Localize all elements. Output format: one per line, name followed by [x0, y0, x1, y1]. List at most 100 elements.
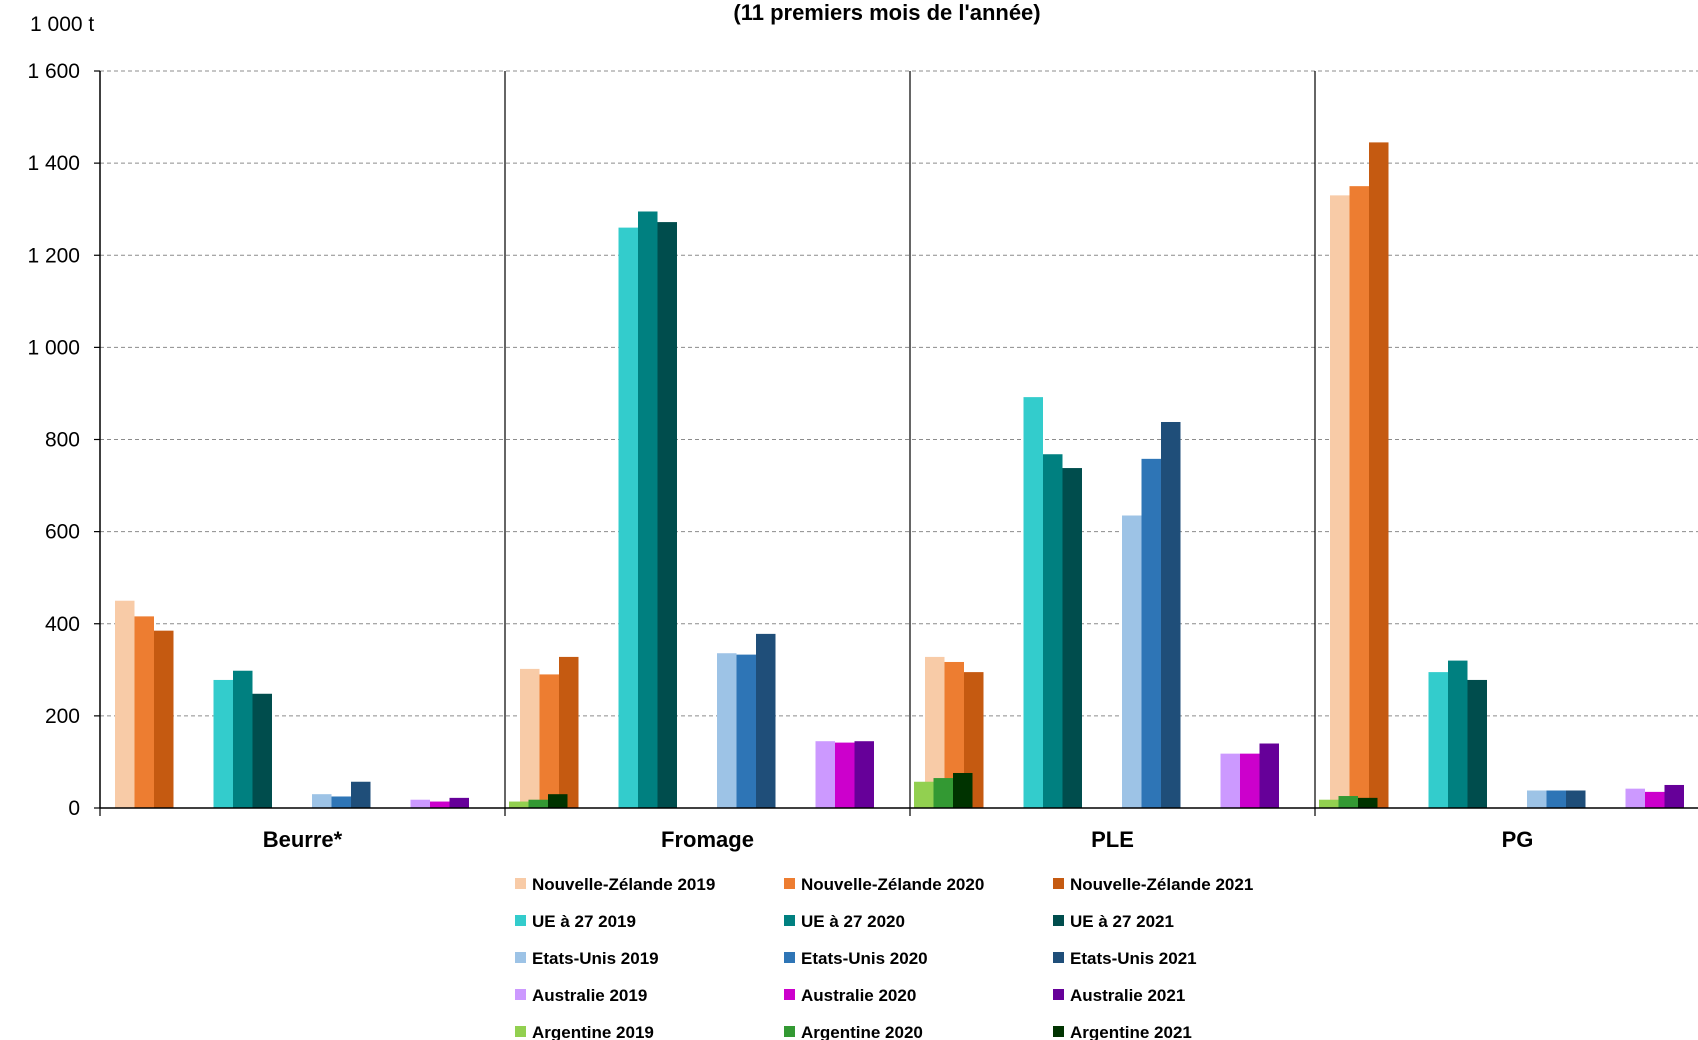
bar [618, 227, 638, 809]
bar [449, 797, 469, 808]
bar [1428, 672, 1448, 808]
bar [717, 653, 737, 808]
legend-item: Argentine 2019 [515, 1023, 654, 1040]
bar [756, 633, 776, 808]
legend-label: Etats-Unis 2021 [1070, 949, 1197, 968]
bar [115, 600, 135, 808]
legend-swatch [784, 989, 795, 1000]
legend-swatch [515, 1026, 526, 1037]
legend: Nouvelle-Zélande 2019 Nouvelle-Zélande 20… [515, 875, 1253, 1040]
bar [331, 796, 351, 808]
gridlines [100, 70, 1698, 717]
bar [233, 670, 253, 808]
bar [1240, 753, 1260, 808]
legend-item: UE à 27 2021 [1053, 912, 1174, 931]
legend-item: Nouvelle-Zélande 2021 [1053, 875, 1253, 894]
bar [312, 794, 332, 808]
bar [1319, 799, 1339, 808]
bar [410, 799, 430, 808]
legend-swatch [784, 1026, 795, 1037]
legend-swatch [1053, 1026, 1064, 1037]
legend-swatch [1053, 989, 1064, 1000]
bar [252, 693, 272, 808]
bar [953, 772, 973, 808]
legend-label: Etats-Unis 2019 [532, 949, 659, 968]
legend-item: UE à 27 2020 [784, 912, 905, 931]
legend-swatch [515, 989, 526, 1000]
bar [559, 656, 579, 808]
chart-title: (11 premiers mois de l'année) [733, 0, 1040, 25]
legend-label: Nouvelle-Zélande 2019 [532, 875, 715, 894]
bar [1358, 797, 1378, 808]
legend-label: Argentine 2019 [532, 1023, 654, 1040]
legend-swatch [1053, 878, 1064, 889]
bar [1141, 458, 1161, 808]
bar [1043, 454, 1063, 808]
y-tick-label: 600 [45, 521, 80, 544]
bar [638, 211, 658, 809]
legend-item: Etats-Unis 2021 [1053, 949, 1197, 968]
bar [1467, 679, 1487, 808]
legend-swatch [515, 952, 526, 963]
legend-label: Etats-Unis 2020 [801, 949, 928, 968]
bar [914, 781, 934, 808]
bar [1645, 791, 1665, 808]
bar [1664, 784, 1684, 808]
bar [134, 616, 154, 808]
y-axis-unit-label: 1 000 t [30, 13, 94, 36]
bar [539, 674, 559, 808]
legend-label: Nouvelle-Zélande 2020 [801, 875, 984, 894]
bar [1625, 788, 1645, 808]
bar [430, 801, 450, 808]
x-tick-label: PG [1502, 827, 1534, 852]
legend-item: Argentine 2020 [784, 1023, 923, 1040]
bar [520, 668, 540, 808]
legend-label: Argentine 2020 [801, 1023, 923, 1040]
y-tick-label: 1 600 [27, 60, 80, 83]
bar [351, 781, 371, 808]
legend-item: Argentine 2021 [1053, 1023, 1192, 1040]
y-tick-label: 0 [68, 797, 80, 820]
bar [815, 741, 835, 808]
bar [925, 656, 945, 808]
legend-item: Australie 2021 [1053, 986, 1185, 1005]
legend-item: UE à 27 2019 [515, 912, 636, 931]
bar [854, 741, 874, 808]
bar [933, 778, 953, 808]
y-tick-label: 1 000 [27, 336, 80, 359]
x-tick-label: Fromage [661, 827, 754, 852]
bar [835, 742, 855, 808]
legend-item: Australie 2019 [515, 986, 647, 1005]
legend-swatch [784, 878, 795, 889]
bar [548, 794, 568, 808]
bar [1122, 515, 1142, 808]
legend-item: Australie 2020 [784, 986, 916, 1005]
bar [657, 222, 677, 808]
y-tick-label: 1 200 [27, 244, 80, 267]
bar [944, 661, 964, 808]
bar [1220, 753, 1240, 808]
legend-label: UE à 27 2019 [532, 912, 636, 931]
y-tick-label: 1 400 [27, 152, 80, 175]
bar [154, 630, 174, 808]
y-tick-label: 400 [45, 613, 80, 636]
y-tick-label: 800 [45, 429, 80, 452]
x-tick-label: Beurre* [263, 827, 343, 852]
legend-swatch [784, 952, 795, 963]
legend-label: UE à 27 2020 [801, 912, 905, 931]
bar [1448, 660, 1468, 808]
legend-label: Nouvelle-Zélande 2021 [1070, 875, 1253, 894]
legend-label: Australie 2021 [1070, 986, 1185, 1005]
bar [213, 679, 233, 808]
bars [115, 142, 1684, 809]
legend-swatch [515, 915, 526, 926]
bar [736, 654, 756, 808]
legend-item: Nouvelle-Zélande 2019 [515, 875, 715, 894]
legend-swatch [1053, 915, 1064, 926]
bar [1338, 796, 1358, 808]
bar [1062, 468, 1082, 808]
bar [509, 801, 529, 808]
legend-item: Etats-Unis 2019 [515, 949, 659, 968]
bar [1349, 186, 1369, 808]
